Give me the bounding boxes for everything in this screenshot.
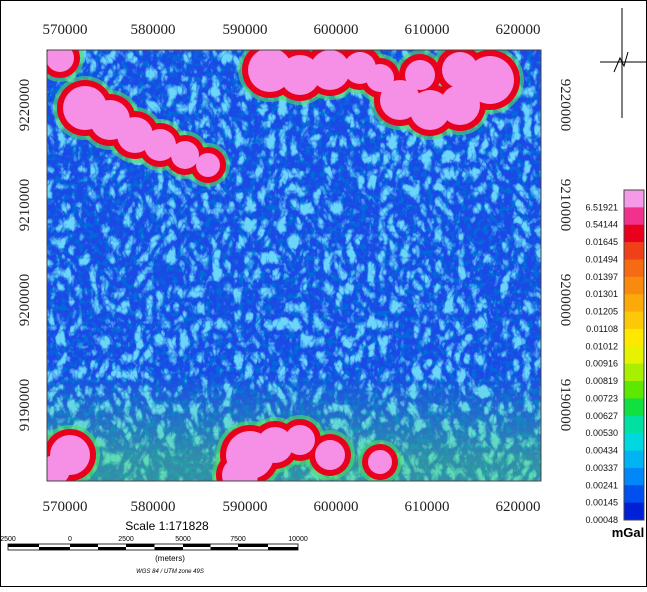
legend-label: 0.54144 [585,220,618,230]
legend-swatch [624,207,644,225]
anomaly-blob [310,50,350,90]
legend-swatch [624,277,644,295]
legend-label: 0.00916 [585,359,618,369]
legend-swatch [624,346,644,364]
legend-label: 0.01301 [585,289,618,299]
scale-bar-label: 10000 [288,536,308,543]
x-label-bottom: 600000 [314,499,359,515]
legend-label: 0.00530 [585,428,618,438]
y-label-right: 9200000 [557,274,573,327]
legend-label: 6.51921 [585,202,618,212]
legend-label: 0.01108 [586,324,618,334]
legend-swatch [624,451,644,469]
x-label-top: 600000 [314,22,359,38]
y-label-right: 9220000 [557,79,573,132]
scale-units: (meters) [155,554,185,563]
legend-swatch [624,294,644,312]
scale-bar-segment [39,547,70,550]
legend-swatch [624,329,644,347]
legend-label: 0.00241 [585,480,618,490]
projection: WGS 84 / UTM zone 49S [136,569,204,575]
x-label-top: 620000 [496,22,541,38]
scale-bar-segment [238,544,268,547]
legend-label: 0.01494 [585,254,618,264]
y-label-right: 9210000 [557,179,573,232]
legend-swatch [624,468,644,486]
legend-swatch [624,242,644,260]
x-label-top: 580000 [131,22,176,38]
x-label-top: 570000 [43,22,88,38]
legend-swatch [624,259,644,277]
legend-label: 0.00048 [585,515,618,525]
legend-swatch [624,416,644,434]
scale-bar-segment [211,547,239,550]
legend-swatch [624,398,644,416]
legend-swatch [624,312,644,330]
x-label-bottom: 610000 [405,499,450,515]
legend-swatch [624,364,644,382]
anomaly-blob [171,141,199,169]
legend-swatch [624,381,644,399]
x-label-bottom: 570000 [43,499,88,515]
legend-swatch [624,433,644,451]
y-label-right: 9190000 [557,379,573,432]
legend-label: 0.00434 [585,446,618,456]
scale-bar-segment [155,547,184,550]
y-label-left: 9200000 [17,274,33,327]
x-label-top: 590000 [223,22,268,38]
anomaly-blob [442,52,478,88]
scale-bar-segment [70,544,98,547]
scale-bar-segment [126,544,155,547]
legend-label: 0.00819 [585,376,618,386]
y-label-left: 9190000 [17,379,33,432]
y-label-left: 9210000 [17,179,33,232]
legend-swatch [624,503,644,521]
legend-swatch [624,225,644,243]
anomaly-blob [405,60,435,90]
scale-bar-segment [183,544,211,547]
scale-bar-label: 5000 [175,536,191,543]
y-label-left: 9220000 [17,79,33,132]
legend-label: 0.01012 [585,341,618,351]
legend-label: 0.00145 [585,498,618,508]
scale-bar-label: 7500 [230,536,246,543]
legend-label: 0.01645 [585,237,618,247]
scale-bar-label: 2500 [118,536,134,543]
legend-swatch [624,190,644,208]
anomaly-blob [315,440,345,470]
anomaly-blob [196,153,220,177]
scale-bar-segment [8,544,39,547]
scale-bar-label: 0 [68,536,72,543]
scale-bar-segment [268,547,298,550]
map-figure: 570000 580000 590000 600000 610000 620000 5700… [0,0,647,587]
map-raster [30,34,541,503]
x-label-top: 610000 [405,22,450,38]
legend-label: 0.00337 [585,463,618,473]
x-label-bottom: 590000 [223,499,268,515]
legend-label: 0.00723 [585,393,618,403]
scale-bar-label: 2500 [0,536,16,543]
x-label-bottom: 620000 [496,499,541,515]
anomaly-blob [285,425,315,455]
x-label-bottom: 580000 [131,499,176,515]
legend-unit: mGal [612,525,645,540]
legend-swatch [624,485,644,503]
legend-label: 0.01205 [585,307,618,317]
legend-label: 0.00627 [585,411,618,421]
scale-bar-segment [98,547,126,550]
scale-text: Scale 1:171828 [125,519,209,533]
legend-label: 0.01397 [585,272,618,282]
anomaly-blob [368,450,392,474]
